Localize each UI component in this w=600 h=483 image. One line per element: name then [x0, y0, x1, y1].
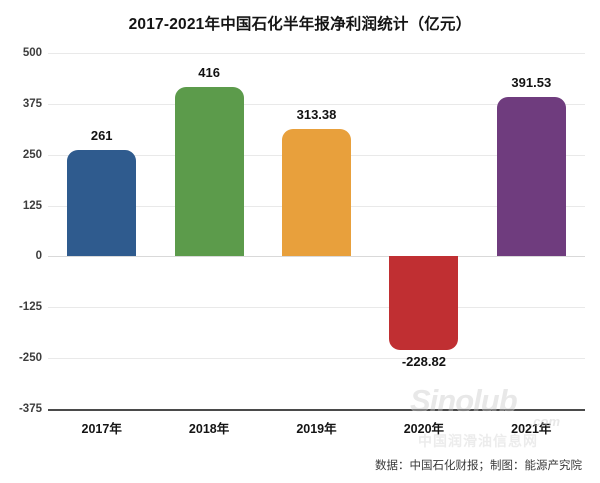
- gridline-500: [48, 53, 585, 54]
- y-tick-label: -250: [18, 352, 42, 365]
- bar-value-label: 416: [198, 65, 220, 81]
- chart-title: 2017-2021年中国石化半年报净利润统计（亿元）: [128, 16, 472, 33]
- bar-2021年[interactable]: [496, 97, 566, 257]
- bar-2020年[interactable]: [389, 256, 459, 350]
- y-tick-label: 125: [22, 199, 42, 212]
- gridline--125: [48, 307, 585, 309]
- x-axis: 2017年 2018年 2019年 2020年 2021年: [48, 418, 585, 440]
- source-note: 数据：中国石化财报；制图：能源产究院: [375, 460, 582, 472]
- x-tick-label: 2021年: [511, 422, 552, 436]
- y-tick-label: -125: [18, 301, 42, 314]
- bar-2018年[interactable]: [174, 87, 244, 257]
- x-tick-label: 2019年: [296, 422, 337, 436]
- y-tick-label: 0: [35, 250, 42, 263]
- gridline-0: [48, 256, 585, 258]
- plot-area: 261 416 313.38 -228.82 391.53: [48, 53, 585, 411]
- bar-value-label: 313.38: [296, 106, 337, 122]
- bar-2019年[interactable]: [282, 128, 351, 257]
- y-tick-label: 500: [22, 47, 42, 59]
- bar-value-label: 391.53: [511, 75, 552, 91]
- gridline-375: [48, 103, 585, 105]
- y-tick-label: -375: [18, 403, 42, 415]
- y-axis: 500 375 250 125 0 -125 -250 -375: [0, 47, 42, 415]
- bar-value-label: -228.82: [401, 353, 446, 369]
- bar-2017年[interactable]: [67, 150, 137, 257]
- x-tick-label: 2018年: [188, 422, 230, 436]
- bar-value-label: 261: [90, 128, 113, 144]
- gridline--250: [48, 358, 585, 360]
- y-tick-label: 250: [22, 148, 42, 161]
- gridline--375: [48, 409, 585, 411]
- x-tick-label: 2020年: [403, 422, 445, 436]
- y-tick-label: 375: [22, 97, 42, 110]
- x-tick-label: 2017年: [81, 422, 122, 436]
